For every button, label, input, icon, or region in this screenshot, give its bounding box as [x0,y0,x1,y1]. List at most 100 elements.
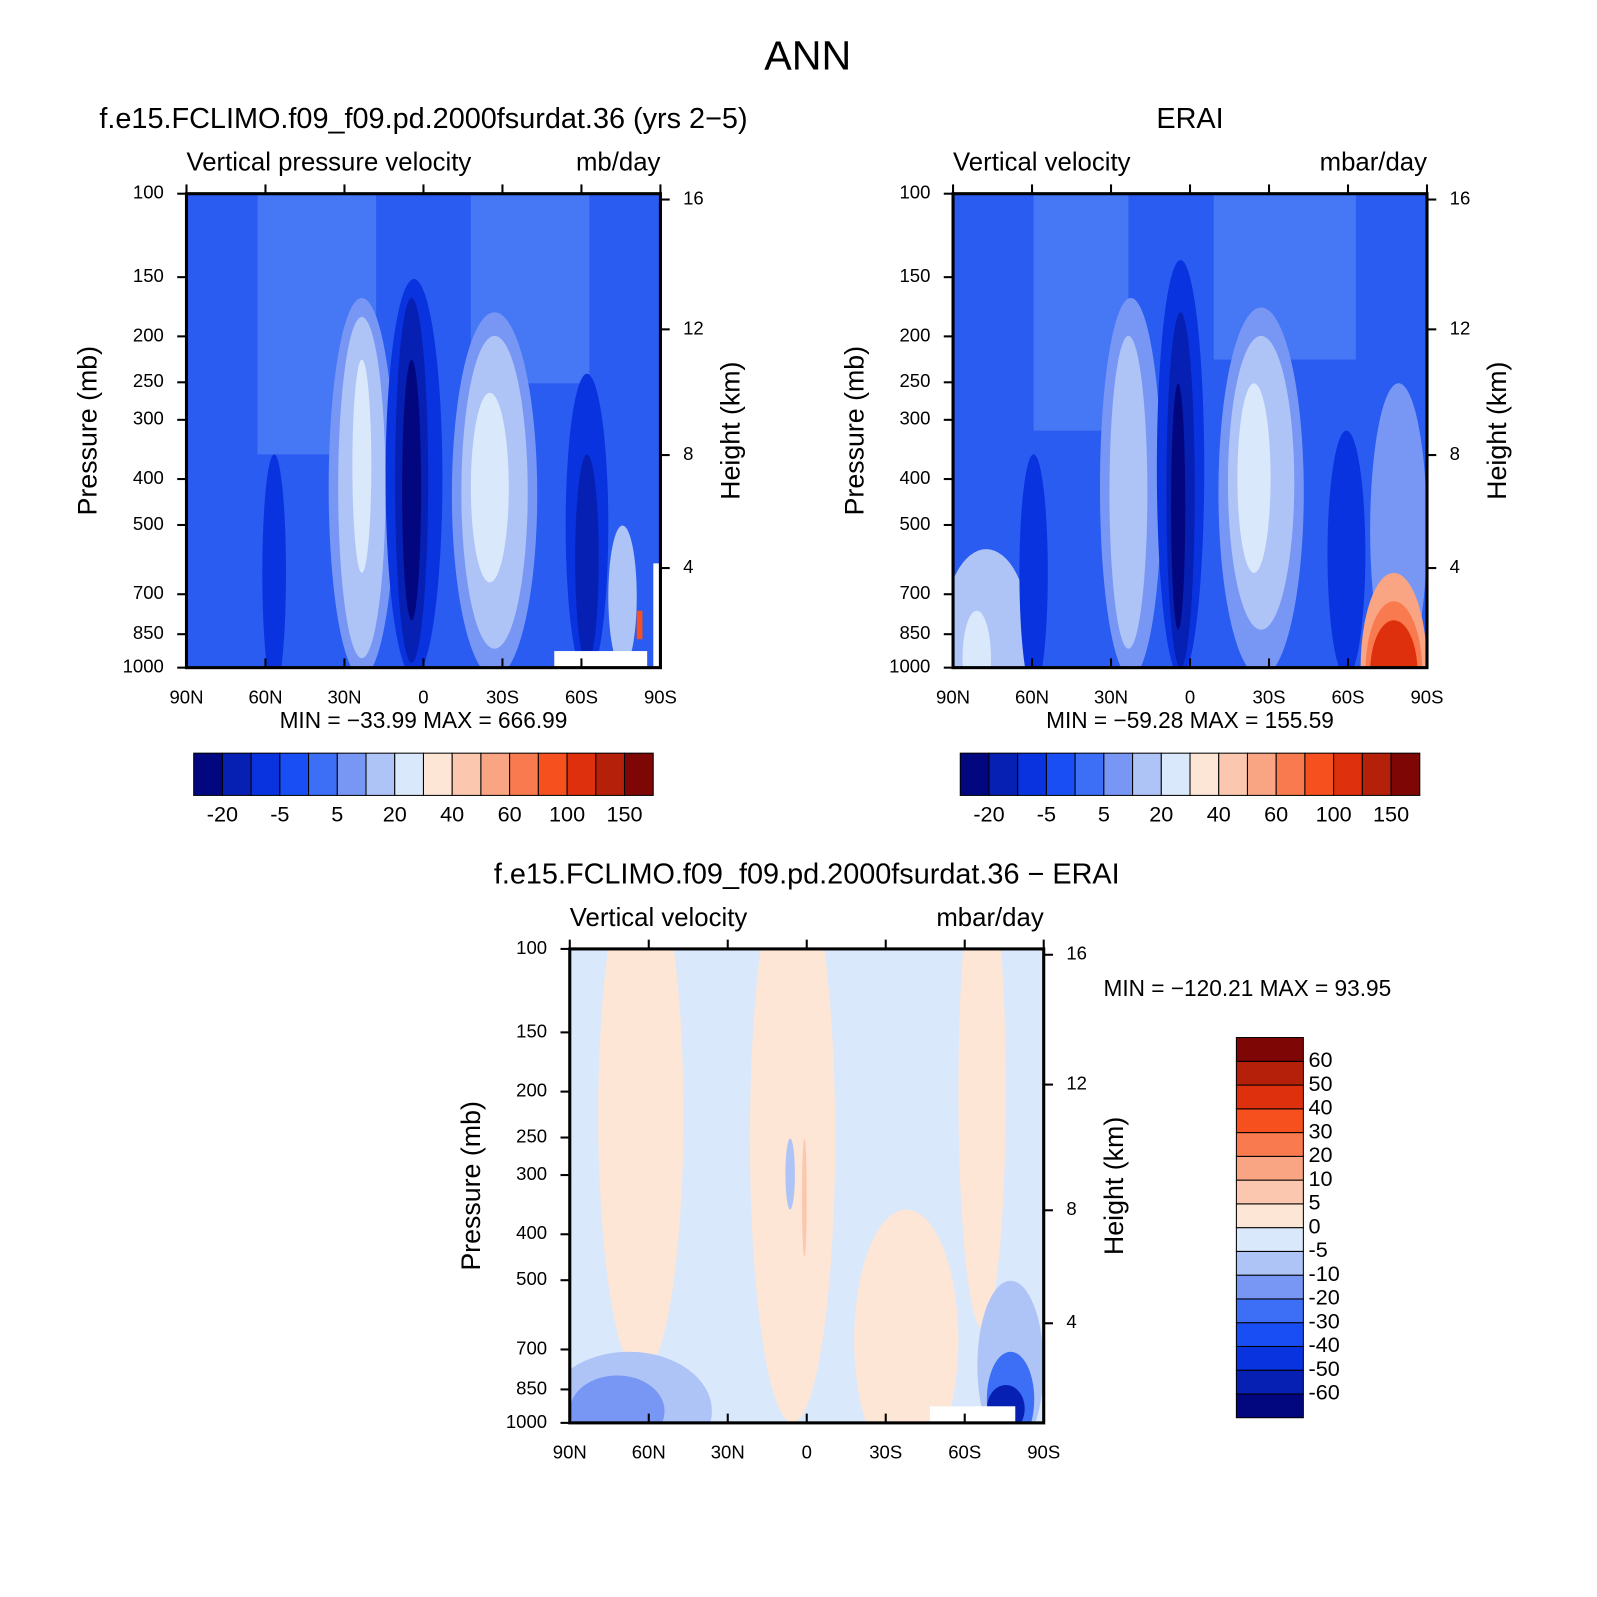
colorbar-box [193,752,223,796]
y-tick-label: 300 [133,408,164,429]
y-tick-label: 300 [516,1163,547,1184]
colorbar-label: 20 [1309,1142,1333,1167]
colorbar-box [1235,1345,1304,1371]
x-tick-label: 30S [1253,686,1286,707]
y-tick-label: 500 [516,1268,547,1289]
colorbar-box [1189,752,1220,796]
field-fill [785,1138,795,1210]
y-tick-label: 150 [133,265,164,286]
y2-tick-label: 16 [683,187,704,208]
colorbar-label: 5 [1098,802,1110,827]
y-tick-label: 500 [899,513,930,534]
colorbar-label: -5 [270,802,289,827]
field-fill [1171,383,1186,630]
x-tick-label: 90S [1411,686,1444,707]
contour-field [569,948,1044,1423]
x-tick-label: 60S [1332,686,1365,707]
colorbar-label: -40 [1309,1332,1340,1357]
colorbar-box [1304,752,1335,796]
colorbar-box [1235,1250,1304,1276]
colorbar-box [988,752,1019,796]
colorbar-box [1132,752,1162,796]
field-fill [749,948,836,1423]
panel: ERAI Vertical velocity mbar/day Pressure (m… [839,103,1512,827]
x-tick-label: 90N [553,1442,587,1463]
y2-tick-label: 8 [1066,1198,1076,1219]
colorbar-box [365,752,396,796]
colorbar-label: 40 [440,802,464,827]
colorbar-box [595,752,626,796]
field-fill [569,1375,665,1423]
x-tick-label: 60N [248,686,282,707]
field-fill [1019,454,1048,668]
colorbar-label: -20 [1309,1285,1340,1310]
field-fill [598,948,684,1376]
y-tick-label: 1000 [123,656,164,677]
field-fill [962,610,991,668]
field-fill [1109,335,1148,649]
colorbar-box [566,752,597,796]
panel-title: f.e15.FCLIMO.f09_f09.pd.2000fsurdat.36 −… [494,858,1120,890]
colorbar-box [1235,1322,1304,1347]
colorbar-label: -5 [1037,802,1056,827]
y-tick-label: 700 [133,582,164,603]
y-tick-label: 250 [133,370,164,391]
y2-tick-label: 8 [1450,443,1460,464]
subtitle-right: mbar/day [1320,149,1427,177]
colorbar-label: -20 [973,802,1004,827]
field-fill [262,454,287,668]
colorbar-label: 20 [1149,802,1173,827]
x-tick-label: 60S [948,1442,981,1463]
colorbar-box [1218,752,1248,796]
y-tick-label: 700 [516,1337,547,1358]
colorbar-box [1235,1108,1304,1134]
y2-axis-label: Height (km) [1099,1117,1129,1255]
colorbar-label: 100 [1316,802,1352,827]
y-tick-label: 150 [516,1020,547,1041]
y2-tick-label: 4 [1066,1311,1076,1332]
colorbar-label: 100 [549,802,585,827]
colorbar-box [1017,752,1047,796]
figure-title: ANN [764,33,851,79]
panel-title: f.e15.FCLIMO.f09_f09.pd.2000fsurdat.36 (… [99,103,747,135]
x-tick-label: 0 [802,1442,812,1463]
colorbar-box [959,752,990,796]
colorbar-label: 40 [1207,802,1231,827]
field-fill [352,359,372,573]
y-axis-label: Pressure (mb) [839,346,869,516]
x-tick-label: 60S [565,686,598,707]
x-tick-label: 30N [327,686,361,707]
colorbar-label: 5 [1309,1190,1321,1215]
colorbar-box [1235,1369,1304,1395]
field-fill [929,1406,1016,1423]
colorbar-box [1235,1227,1304,1252]
colorbar-box [1235,1155,1304,1181]
y-tick-label: 100 [133,182,164,203]
colorbar-label: -30 [1309,1308,1340,1333]
subtitle-left: Vertical velocity [570,904,748,932]
x-tick-label: 30N [1094,686,1128,707]
field-fill [608,525,637,668]
y2-tick-label: 4 [683,556,693,577]
subtitle-left: Vertical pressure velocity [186,149,471,177]
colorbar-box [1074,752,1105,796]
field-fill [854,1209,959,1423]
colorbar-box [1235,1179,1304,1205]
panel: f.e15.FCLIMO.f09_f09.pd.2000fsurdat.36 (… [73,103,748,827]
y2-tick-label: 8 [683,443,693,464]
y2-tick-label: 12 [683,317,704,338]
colorbar-label: 10 [1309,1166,1333,1191]
colorbar-box [1235,1132,1304,1157]
contour-field [953,193,1427,668]
subtitle-right: mb/day [576,149,661,177]
field-fill [402,359,422,621]
field-fill [636,610,643,640]
y2-tick-label: 4 [1450,556,1460,577]
colorbar-box [623,752,654,796]
colorbar-box [480,752,511,796]
y-axis-label: Pressure (mb) [73,346,103,516]
y2-tick-label: 16 [1066,943,1087,964]
colorbar-box [1235,1060,1304,1086]
x-tick-label: 30S [869,1442,902,1463]
colorbar-box [1235,1274,1304,1300]
